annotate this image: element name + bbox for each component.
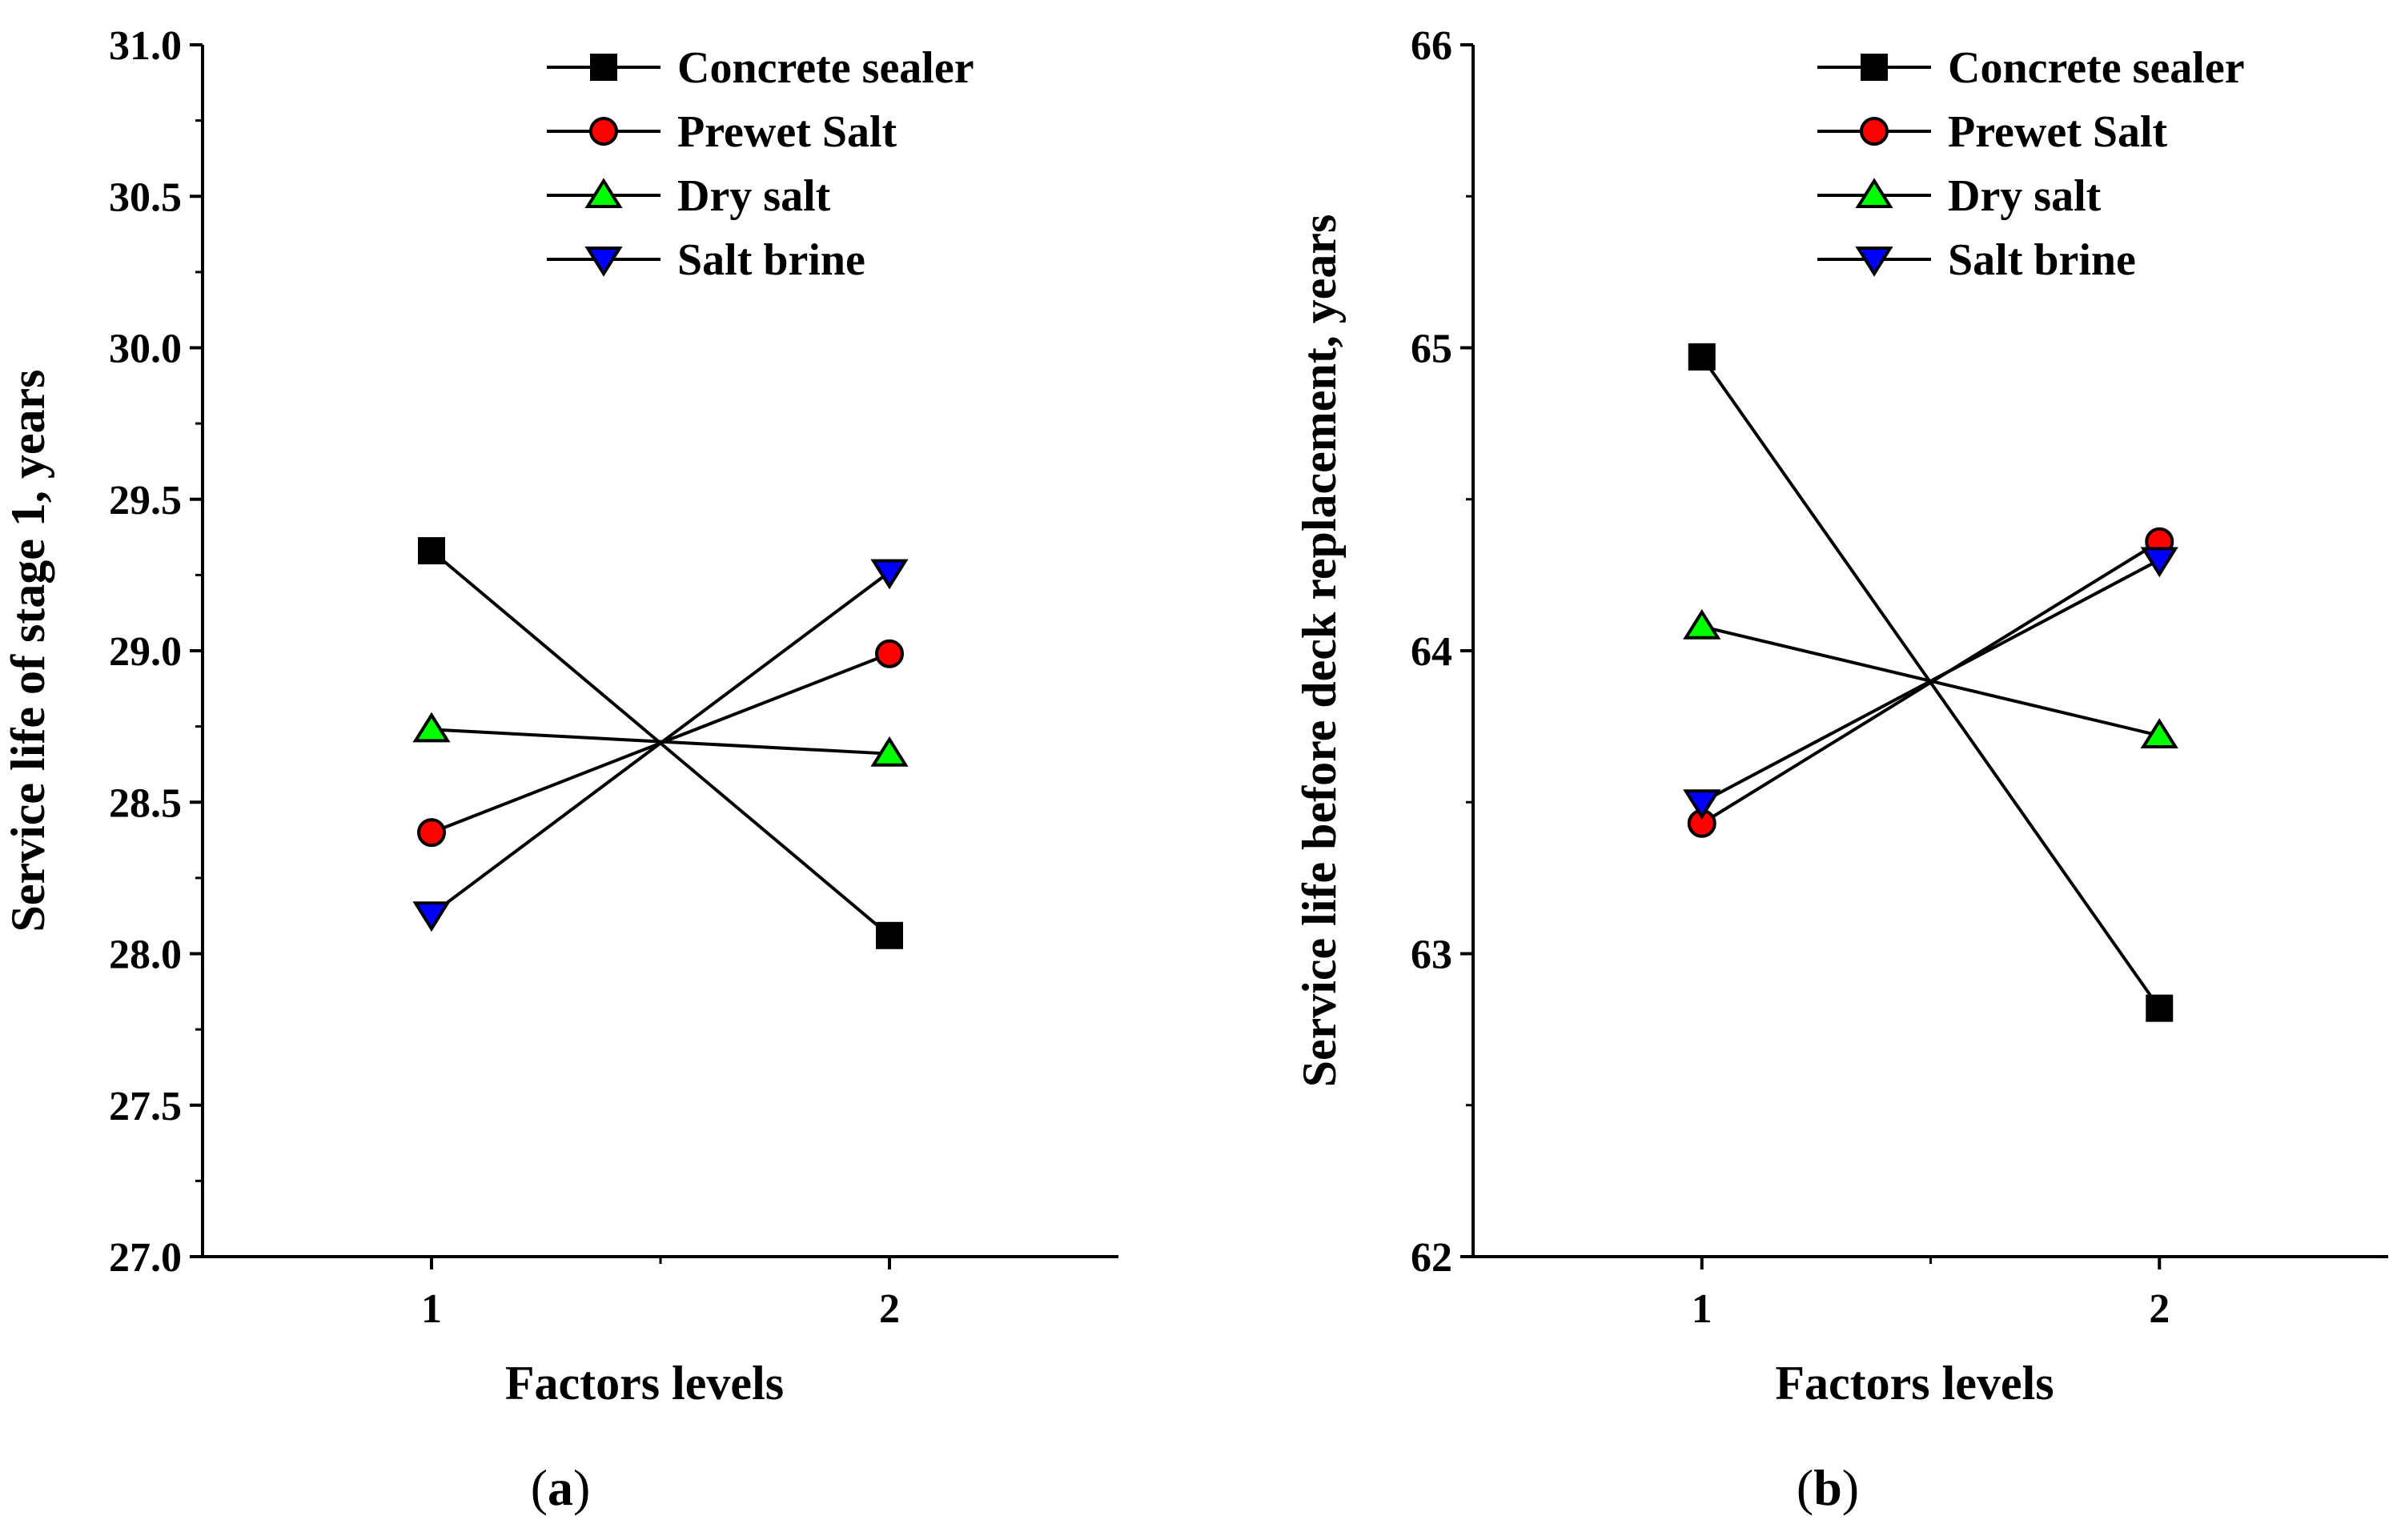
- panel-label-letter: a: [548, 1459, 573, 1516]
- panel-label: (b): [1797, 1459, 1859, 1516]
- legend-marker: [1855, 178, 1893, 208]
- data-point-0-1: [2146, 994, 2174, 1022]
- y-tick-label: 28.0: [109, 932, 182, 978]
- y-tick-label: 62: [1411, 1235, 1452, 1281]
- panel-b: 62 63 64 65 66 1 2 Factors levels Service life b…: [1293, 23, 2388, 1516]
- y-tick-label: 63: [1411, 932, 1452, 978]
- legend-marker: [1855, 247, 1893, 277]
- legend-marker: [584, 247, 623, 277]
- y-tick-label: 27.5: [109, 1084, 182, 1129]
- series-line-3: [1700, 558, 2161, 804]
- panel-a: 27.0 27.5 28.0 28.5 29.0 29.5 30.0 30.5 31.0 1 2 Fa…: [2, 23, 1118, 1516]
- data-point-3-1: [870, 559, 909, 590]
- data-point-1-0: [417, 818, 446, 848]
- panel-label-open: (: [531, 1459, 548, 1516]
- legend-entry: Dry salt: [677, 171, 831, 221]
- data-point-2-0: [412, 712, 451, 743]
- panel-label: (a): [531, 1459, 591, 1516]
- data-point-2-0: [1683, 608, 1721, 640]
- data-point-0-0: [1688, 343, 1716, 371]
- data-point-2-1: [2140, 718, 2178, 748]
- legend-entry: Dry salt: [1948, 171, 2102, 221]
- data-point-3-0: [412, 901, 451, 932]
- legend-entry: Concrete sealer: [1948, 43, 2245, 93]
- y-tick-label: 66: [1411, 23, 1452, 69]
- data-point-3-0: [1683, 789, 1721, 820]
- x-tick-label: 2: [2149, 1286, 2170, 1332]
- legend-entry: Prewet Salt: [677, 107, 897, 157]
- legend-entry: Prewet Salt: [1948, 107, 2168, 157]
- y-tick-label: 64: [1411, 629, 1452, 675]
- data-point-0-1: [876, 921, 903, 949]
- legend-marker: [589, 117, 618, 146]
- legend-marker: [590, 54, 617, 81]
- panel-label-open: (: [1797, 1459, 1813, 1516]
- data-point-3-1: [2140, 547, 2178, 578]
- data-point-1-1: [875, 639, 904, 668]
- panel-label-close: ): [1842, 1459, 1859, 1516]
- legend-marker: [1861, 54, 1888, 81]
- y-tick-label: 29.5: [109, 478, 182, 523]
- legend-entry: Concrete sealer: [677, 43, 974, 93]
- y-tick-label: 30.5: [109, 174, 182, 220]
- x-axis-title: Factors levels: [1775, 1357, 2054, 1410]
- y-tick-label: 27.0: [109, 1235, 182, 1281]
- legend-entry: Salt brine: [677, 235, 865, 285]
- legend-marker: [584, 178, 623, 208]
- data-point-0-0: [418, 537, 445, 565]
- y-axis-title: Service life of stage 1, years: [2, 369, 54, 932]
- x-tick-label: 1: [1692, 1286, 1712, 1332]
- panel-label-close: ): [573, 1459, 590, 1516]
- x-tick-label: 2: [879, 1286, 900, 1332]
- y-tick-label: 31.0: [109, 23, 182, 69]
- legend-entry: Salt brine: [1948, 235, 2136, 285]
- x-axis-title: Factors levels: [505, 1357, 784, 1410]
- legend-marker: [1860, 117, 1889, 146]
- y-tick-label: 65: [1411, 327, 1452, 372]
- y-tick-label: 30.0: [109, 327, 182, 372]
- panel-label-letter: b: [1813, 1459, 1842, 1516]
- y-tick-label: 28.5: [109, 780, 182, 826]
- y-axis-title: Service life before deck replacement, ye…: [1293, 215, 1346, 1088]
- series-line-3: [430, 570, 891, 916]
- data-point-2-1: [870, 736, 909, 767]
- y-tick-label: 29.0: [109, 629, 182, 675]
- x-tick-label: 1: [421, 1286, 442, 1332]
